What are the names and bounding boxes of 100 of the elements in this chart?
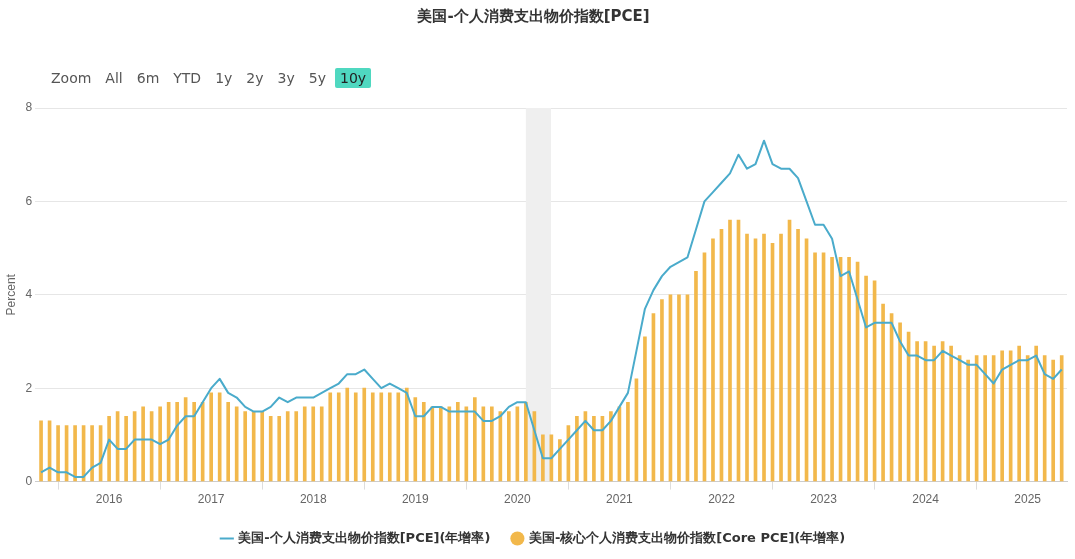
bar bbox=[353, 392, 358, 482]
bar bbox=[830, 257, 834, 482]
bar bbox=[813, 252, 817, 482]
bar bbox=[1051, 359, 1056, 482]
bar bbox=[626, 401, 630, 482]
chart-title: 美国-个人消费支出物价指数[PCE] bbox=[416, 6, 650, 25]
bar bbox=[234, 406, 239, 482]
x-tick-label: 2021 bbox=[606, 492, 634, 507]
bar bbox=[694, 271, 698, 482]
y-tick-label: 4 bbox=[25, 287, 33, 302]
bar bbox=[251, 411, 256, 482]
bar bbox=[1042, 355, 1047, 482]
active-range-button: 10y bbox=[334, 68, 372, 88]
bar bbox=[847, 257, 851, 482]
range-selector: Zoom All 6m YTD 1y 2y 3y 5y 10y bbox=[46, 68, 372, 88]
x-tick-label: 2017 bbox=[197, 492, 225, 507]
bar bbox=[796, 229, 800, 482]
bar bbox=[541, 434, 545, 482]
x-tick-label: 2024 bbox=[912, 492, 940, 507]
legend-label: 美国-核心个人消费支出物价指数[Core PCE](年增率) bbox=[527, 529, 846, 545]
bar bbox=[932, 345, 936, 482]
x-tick-label: 2022 bbox=[708, 492, 736, 507]
bar bbox=[124, 415, 128, 482]
bar bbox=[711, 238, 715, 482]
bar bbox=[413, 397, 418, 482]
bar bbox=[404, 387, 409, 482]
bar bbox=[490, 406, 494, 482]
bar bbox=[898, 322, 902, 482]
bar bbox=[762, 233, 766, 482]
legend-label: 美国-个人消费支出物价指数[PCE](年增率) bbox=[237, 529, 491, 545]
bar bbox=[379, 392, 384, 482]
bar bbox=[464, 406, 469, 482]
bar bbox=[396, 392, 401, 482]
bar bbox=[319, 406, 324, 482]
bar bbox=[217, 392, 222, 482]
bar bbox=[387, 392, 392, 482]
bar bbox=[558, 439, 562, 482]
bar bbox=[277, 415, 282, 482]
bar bbox=[575, 415, 579, 482]
bar bbox=[1017, 345, 1021, 482]
x-tick-label: 2020 bbox=[504, 492, 532, 507]
bar bbox=[294, 411, 299, 482]
x-tick-label: 2018 bbox=[299, 492, 327, 507]
y-axis-title: Percent bbox=[3, 273, 18, 316]
bar bbox=[1059, 355, 1064, 482]
bar bbox=[158, 406, 162, 482]
bar bbox=[243, 411, 248, 482]
x-tick-label: 2025 bbox=[1014, 492, 1042, 507]
bar bbox=[643, 336, 647, 482]
y-tick-label: 2 bbox=[25, 380, 33, 395]
y-tick-label: 0 bbox=[25, 473, 33, 488]
bar bbox=[90, 425, 94, 482]
bar bbox=[73, 425, 77, 482]
bar bbox=[141, 406, 145, 482]
bar bbox=[728, 219, 732, 482]
bar bbox=[56, 425, 60, 482]
bar bbox=[1034, 345, 1039, 482]
bar bbox=[438, 406, 443, 482]
bar bbox=[260, 411, 265, 482]
bar bbox=[421, 401, 426, 482]
bar bbox=[39, 420, 43, 482]
bar bbox=[226, 401, 231, 482]
x-tick-label: 2019 bbox=[401, 492, 429, 507]
bar bbox=[447, 406, 452, 482]
bar bbox=[524, 401, 528, 482]
y-tick-label: 8 bbox=[25, 100, 33, 115]
bar bbox=[370, 392, 375, 482]
bar bbox=[779, 233, 783, 482]
bar bbox=[609, 411, 613, 482]
bar bbox=[107, 415, 111, 482]
bar bbox=[362, 387, 367, 482]
bar bbox=[175, 401, 179, 482]
bar bbox=[302, 406, 307, 482]
bar bbox=[455, 401, 460, 482]
bar bbox=[507, 411, 511, 482]
bar bbox=[268, 415, 273, 482]
x-tick-label: 2016 bbox=[95, 492, 123, 507]
bar bbox=[966, 359, 970, 482]
bar bbox=[209, 392, 213, 482]
bar bbox=[1025, 355, 1030, 482]
bar bbox=[311, 406, 316, 482]
x-tick-label: 2023 bbox=[810, 492, 838, 507]
y-tick-label: 6 bbox=[25, 193, 33, 208]
bar bbox=[473, 397, 477, 482]
bar bbox=[285, 411, 290, 482]
bar bbox=[430, 406, 435, 482]
bar bbox=[592, 415, 596, 482]
bar bbox=[192, 401, 196, 482]
bar bbox=[677, 294, 681, 482]
bar bbox=[345, 387, 350, 482]
bar bbox=[881, 303, 885, 482]
bar bbox=[328, 392, 333, 482]
bar bbox=[660, 299, 664, 482]
bar bbox=[745, 233, 749, 482]
bar bbox=[983, 355, 987, 482]
bar bbox=[915, 341, 919, 482]
bar bbox=[864, 275, 868, 482]
bar bbox=[949, 345, 953, 482]
bar bbox=[336, 392, 341, 482]
bar bbox=[1000, 350, 1004, 482]
